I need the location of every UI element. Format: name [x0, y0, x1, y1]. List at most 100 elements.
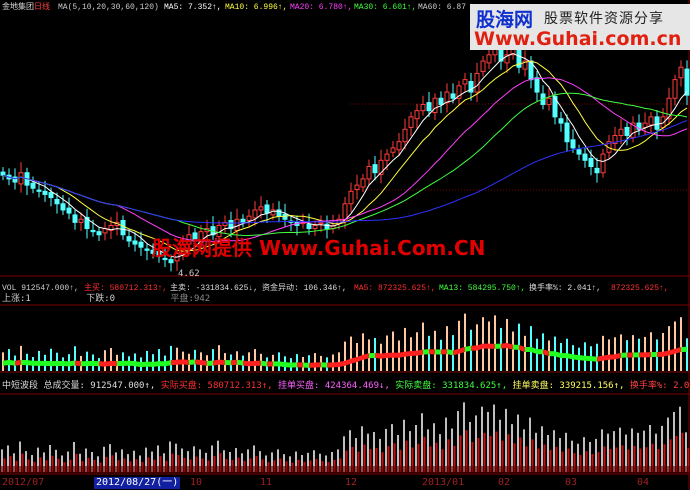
candle-body — [420, 103, 426, 112]
candle-body — [282, 213, 288, 220]
fund-flow-band — [195, 359, 201, 366]
ma60-value: MA60: 6.87 — [418, 3, 467, 12]
fund-flow-band — [231, 359, 237, 366]
fund-flow-band — [285, 362, 291, 368]
fund-flow-band — [549, 351, 555, 357]
candle-body — [264, 204, 270, 214]
fund-flow-band — [399, 351, 405, 358]
order-buy: 挂单买盘: 424364.469↓, — [278, 381, 390, 391]
order-sell: 挂单卖盘: 339215.156↑, — [512, 381, 625, 391]
period-label[interactable]: 日线 — [34, 3, 50, 12]
ma20-value: MA20: 6.780↑, — [290, 3, 353, 12]
candle-body — [612, 134, 618, 145]
fund-flow-band — [111, 360, 117, 367]
candle-body — [390, 147, 396, 153]
fund-flow-band — [501, 343, 507, 349]
candle-body — [450, 93, 456, 99]
ma10-value: MA10: 6.996↑, — [225, 3, 288, 12]
up-count: 上涨:1 — [2, 294, 31, 304]
candle-body — [648, 116, 654, 126]
x-tick: 02 — [498, 477, 511, 488]
fund-flow-band — [57, 361, 63, 367]
fund-flow-band — [639, 352, 645, 358]
x-tick-selected[interactable]: 2012/08/27(一) — [94, 477, 181, 489]
candle-body — [198, 231, 204, 244]
fund-flow-band — [339, 360, 345, 368]
candle-body — [642, 122, 648, 128]
candle-body — [534, 77, 540, 93]
fund-flow-band — [87, 360, 93, 367]
candle-body — [678, 66, 684, 79]
fund-flow-band — [573, 354, 579, 361]
candle-body — [126, 236, 132, 242]
fund-flow-band — [321, 362, 327, 368]
candle-body — [156, 251, 162, 257]
fund-flow-band — [21, 359, 27, 366]
vol-ma13-value: MA13: 584295.750↑, — [439, 284, 526, 293]
candle-body — [150, 249, 156, 254]
fund-flow-band — [147, 361, 153, 367]
fund-flow-band — [603, 354, 609, 361]
vol-value: VOL 912547.000↑, — [2, 284, 79, 293]
candle-body — [108, 224, 114, 231]
fund-flow-band — [225, 359, 231, 366]
vol-ma5-value: MA5: 872325.625↑, — [354, 284, 436, 293]
candle-body — [396, 141, 402, 151]
fund-flow-band — [15, 359, 21, 366]
main-sell-value: 主卖: -331834.625↓, — [170, 284, 259, 293]
candle-body — [672, 79, 678, 99]
candle-body — [426, 102, 432, 112]
candle-body — [12, 176, 18, 183]
fund-flow-band — [219, 359, 225, 365]
fund-flow-band — [669, 348, 675, 356]
fund-flow-band — [351, 357, 357, 364]
fund-flow-band — [165, 360, 171, 367]
lower-header: 中短波段 总成交量: 912547.000↑, 实际买盘: 580712.313… — [2, 381, 690, 392]
fund-flow-band — [63, 361, 69, 367]
candle-body — [666, 97, 672, 120]
fund-flow-band — [651, 352, 657, 358]
candle-body — [96, 231, 102, 236]
candle-body — [36, 189, 42, 192]
fund-flow-band — [123, 360, 129, 366]
candle-body — [366, 166, 372, 180]
candle-body — [546, 97, 552, 105]
candle-body — [480, 60, 486, 73]
fund-flow-band — [291, 362, 297, 368]
fund-flow-band — [93, 360, 99, 367]
ma-params: MA(5,10,20,30,60,120) — [58, 3, 159, 12]
ma5-line — [2, 53, 688, 258]
candle-body — [132, 240, 138, 245]
candle-body — [84, 216, 90, 230]
fund-flow-band — [105, 360, 111, 367]
fund-flow-band — [255, 360, 261, 366]
ma30-value: MA30: 6.601↑, — [354, 3, 417, 12]
actual-sell: 实际卖盘: 331834.625↑, — [395, 381, 508, 391]
fund-flow-band — [213, 359, 219, 366]
indicator-title: 中短波段 — [2, 381, 39, 391]
candle-body — [234, 218, 240, 231]
fund-flow-band — [177, 359, 183, 365]
candle-body — [558, 118, 564, 124]
candle-body — [90, 229, 96, 233]
candle-body — [168, 259, 174, 264]
candle-body — [636, 122, 642, 130]
candle-body — [684, 68, 690, 96]
fund-flow-band — [297, 362, 303, 368]
candle-body — [30, 182, 36, 189]
fund-flow-band — [207, 360, 213, 366]
watermark-logo: 股海网 — [476, 9, 534, 31]
fund-flow-band — [315, 362, 321, 368]
fund-flow-band — [585, 355, 591, 362]
fund-flow-band — [405, 350, 411, 357]
candle-body — [78, 218, 84, 223]
ma60-line — [2, 120, 688, 224]
watermark-banner: 股海网 股票软件资源分享 Www.Guhai.com.cn — [470, 4, 690, 50]
candle-body — [270, 209, 276, 216]
watermark-center: 股海网提供 Www.Guhai.Com.CN — [152, 236, 486, 260]
fund-flow-band — [393, 352, 399, 358]
fund-flow-band — [345, 358, 351, 366]
candle-body — [456, 85, 462, 99]
